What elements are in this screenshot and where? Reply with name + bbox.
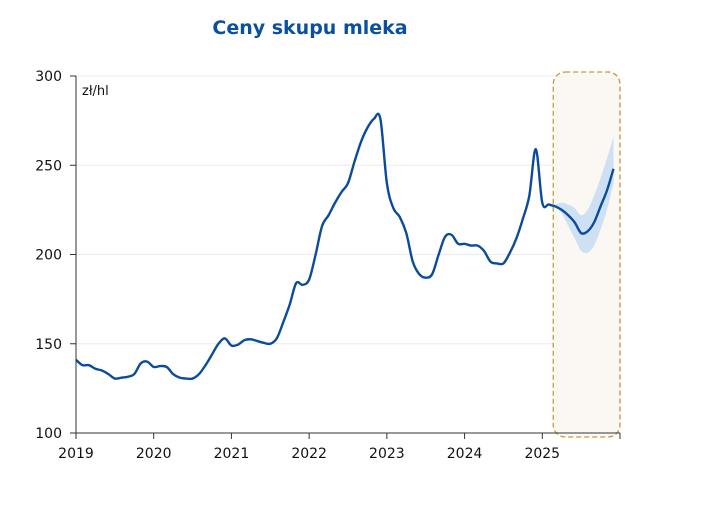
chart-title: Ceny skupu mleka	[212, 17, 407, 39]
x-tick-label: 2024	[447, 446, 483, 462]
series-lines	[75, 112, 615, 381]
y-tick-label: 200	[35, 248, 62, 264]
actual-price-line	[75, 112, 556, 381]
y-axis-unit-label: zł/hl	[82, 84, 109, 99]
y-tick-label: 250	[35, 158, 62, 174]
confidence-band	[555, 136, 614, 254]
forecast-price-line	[554, 168, 615, 235]
x-tick-label: 2023	[369, 446, 405, 462]
forecast-box	[552, 71, 621, 438]
x-tick-label: 2021	[214, 446, 250, 462]
forecast-region	[552, 71, 621, 438]
axes: 100 150 200 250 300 2019 2020 2021 2022 2023 2024 2…	[35, 69, 621, 462]
y-tick-label: 100	[35, 426, 62, 442]
x-tick-label: 2020	[136, 446, 172, 462]
y-tick-label: 150	[35, 337, 62, 353]
x-tick-label: 2019	[58, 446, 94, 462]
x-tick-label: 2025	[524, 446, 560, 462]
y-tick-label: 300	[35, 69, 62, 85]
gridlines	[76, 75, 620, 345]
forecast-band	[555, 136, 614, 254]
x-tick-label: 2022	[291, 446, 327, 462]
